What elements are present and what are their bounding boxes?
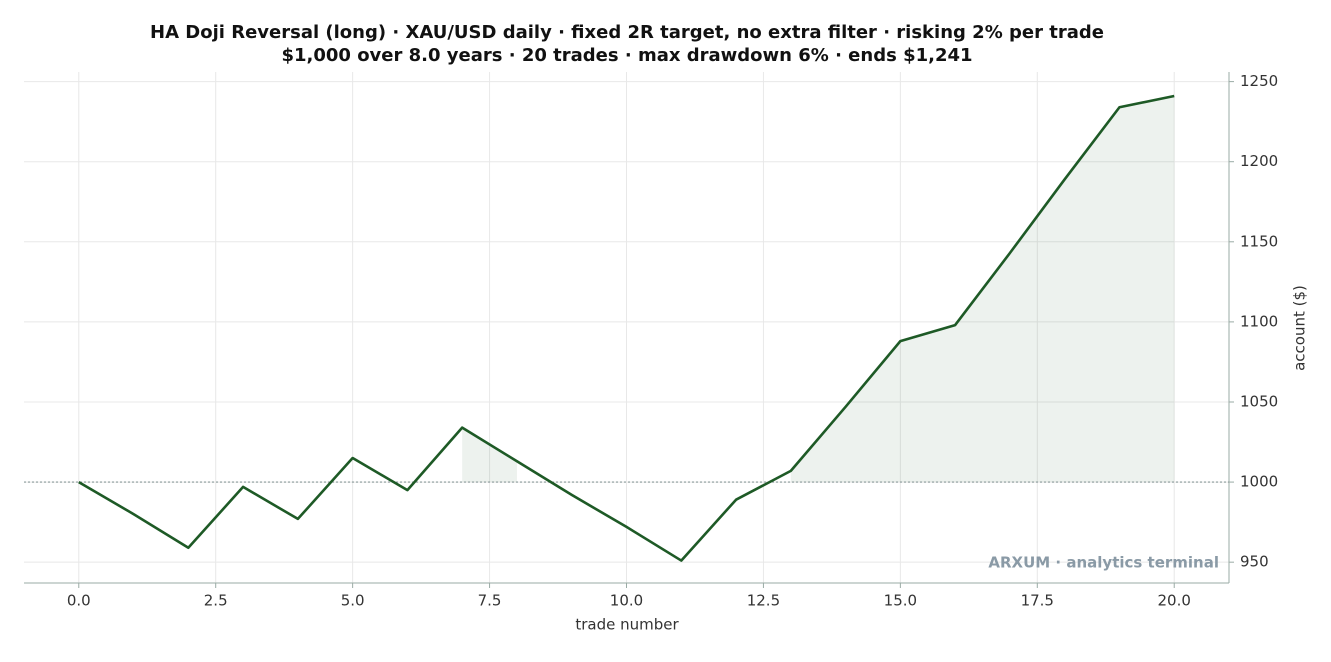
area-fill bbox=[955, 253, 1010, 483]
x-tick-label: 10.0 bbox=[610, 592, 643, 610]
x-tick-label: 2.5 bbox=[204, 592, 228, 610]
y-tick-label: 1150 bbox=[1240, 232, 1278, 250]
area-fill bbox=[1119, 96, 1175, 483]
y-axis-label: account ($) bbox=[1291, 285, 1309, 371]
x-tick-label: 12.5 bbox=[747, 592, 780, 610]
chart-subtitle: $1,000 over 8.0 years · 20 trades · max … bbox=[281, 45, 972, 66]
series-line bbox=[78, 94, 1175, 562]
y-tick-label: 1250 bbox=[1240, 72, 1278, 90]
x-tick-label: 17.5 bbox=[1021, 592, 1054, 610]
x-axis-label: trade number bbox=[575, 616, 679, 634]
area-fill bbox=[845, 341, 901, 483]
area-fill bbox=[1064, 107, 1120, 483]
y-tick-label: 1200 bbox=[1240, 152, 1278, 170]
x-tick-label: 7.5 bbox=[478, 592, 502, 610]
area-fill bbox=[790, 406, 846, 483]
x-tick-label: 5.0 bbox=[341, 592, 365, 610]
x-tick-label: 0.0 bbox=[67, 592, 91, 610]
x-tick-label: 20.0 bbox=[1158, 592, 1191, 610]
y-tick-label: 1100 bbox=[1240, 312, 1278, 330]
chart-title: HA Doji Reversal (long) · XAU/USD daily … bbox=[150, 22, 1104, 43]
watermark: ARXUM · analytics terminal bbox=[988, 554, 1219, 572]
y-tick-label: 1050 bbox=[1240, 392, 1278, 410]
area-fill bbox=[1009, 179, 1065, 483]
area-fill bbox=[462, 427, 517, 483]
x-tick-label: 15.0 bbox=[884, 592, 917, 610]
area-fill bbox=[900, 325, 956, 483]
y-tick-label: 950 bbox=[1240, 553, 1269, 571]
y-tick-label: 1000 bbox=[1240, 473, 1278, 491]
